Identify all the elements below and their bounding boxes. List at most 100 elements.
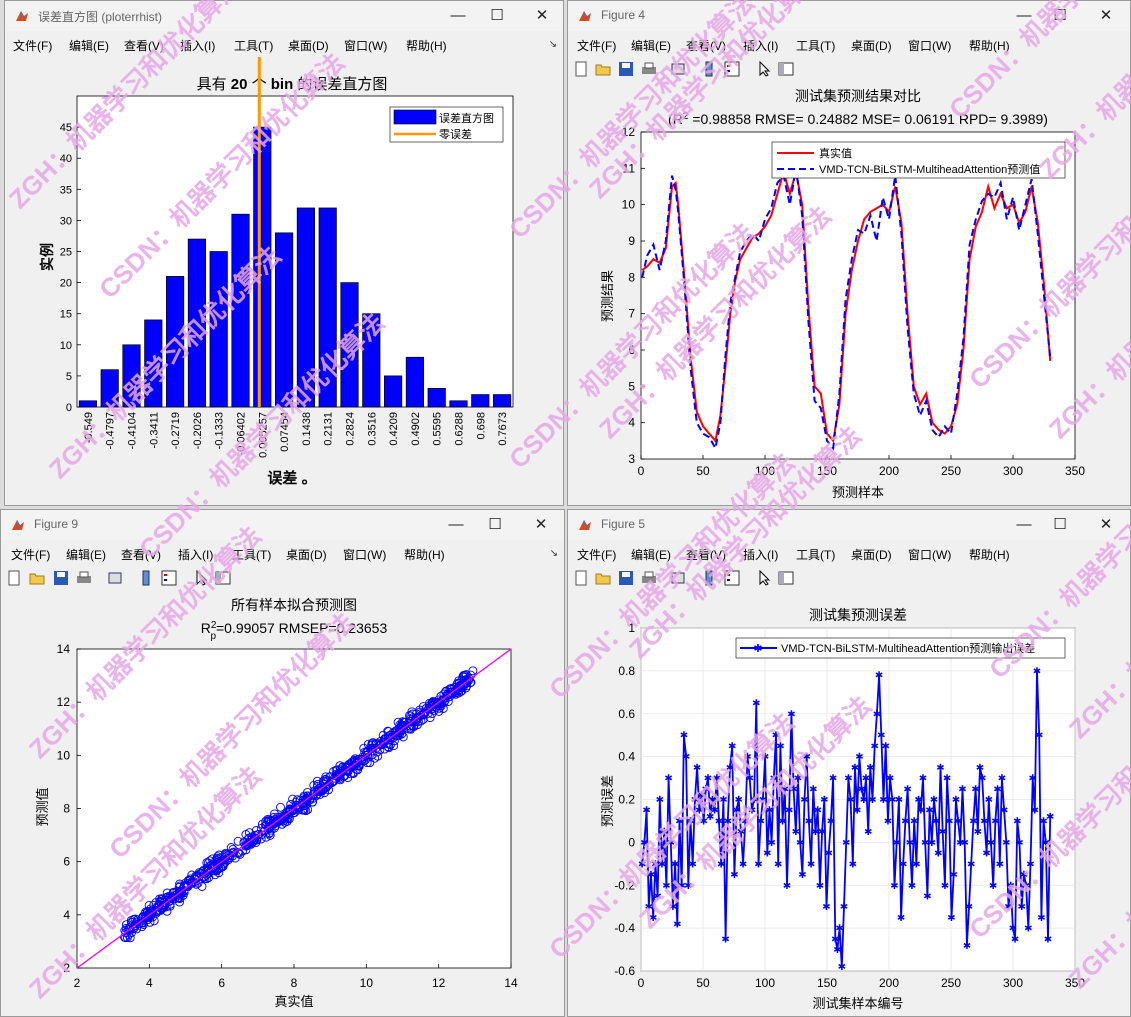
error-marker: ✱: [917, 806, 925, 817]
legend-icon[interactable]: [161, 570, 177, 586]
histogram-bar: [122, 344, 141, 408]
minimize-icon[interactable]: —: [450, 7, 466, 24]
close-icon[interactable]: ✕: [534, 516, 548, 533]
menu-view[interactable]: 查看(V): [686, 548, 726, 562]
open-file-icon[interactable]: [595, 61, 611, 77]
open-file-icon[interactable]: [29, 570, 45, 586]
error-marker: ✱: [903, 784, 911, 795]
property-editor-icon[interactable]: [778, 61, 794, 77]
menu-file[interactable]: 文件(F): [13, 39, 53, 53]
menu-edit[interactable]: 编辑(E): [631, 548, 671, 562]
legend-label-real: 真实值: [819, 146, 852, 160]
menu-tools[interactable]: 工具(T): [796, 548, 836, 562]
new-figure-icon[interactable]: [573, 61, 589, 77]
minimize-icon[interactable]: —: [448, 516, 464, 533]
legend-box: [771, 141, 1066, 179]
maximize-icon[interactable]: ☐: [488, 516, 502, 533]
pointer-icon[interactable]: [756, 570, 772, 586]
menu-help[interactable]: 帮助(H): [969, 39, 1010, 53]
scatter-point: [276, 802, 285, 812]
error-marker: ✱: [1042, 838, 1050, 849]
menu-desktop[interactable]: 桌面(D): [851, 548, 892, 562]
colorbar-icon[interactable]: [701, 61, 717, 77]
x-tick-label: 6: [218, 976, 225, 990]
link-plot-icon[interactable]: [107, 570, 123, 586]
menu-insert[interactable]: 插入(I): [743, 39, 779, 53]
error-marker: ✱: [1015, 838, 1023, 849]
scatter-point: [241, 830, 251, 839]
titlebar: Figure 4 — ☐ ✕: [568, 1, 1130, 31]
error-marker: ✱: [719, 795, 727, 806]
menu-window[interactable]: 窗口(W): [908, 39, 952, 53]
y-tick-label: 4: [63, 908, 70, 922]
menu-edit[interactable]: 编辑(E): [66, 548, 106, 562]
dock-arrow-icon[interactable]: ↘: [549, 548, 558, 559]
menu-tools[interactable]: 工具(T): [232, 548, 272, 562]
error-marker: ✱: [908, 881, 916, 892]
menu-view[interactable]: 查看(V): [121, 548, 161, 562]
menu-tools[interactable]: 工具(T): [796, 39, 836, 53]
histogram-bar: [471, 394, 490, 408]
menu-help[interactable]: 帮助(H): [969, 548, 1010, 562]
menu-insert[interactable]: 插入(I): [743, 548, 779, 562]
menu-window[interactable]: 窗口(W): [908, 548, 952, 562]
property-editor-icon[interactable]: [778, 570, 794, 586]
menu-tools[interactable]: 工具(T): [234, 39, 274, 53]
maximize-icon[interactable]: ☐: [1053, 516, 1067, 533]
colorbar-icon[interactable]: [701, 570, 717, 586]
y-tick-label: -0.2: [614, 878, 635, 892]
new-figure-icon[interactable]: [6, 570, 22, 586]
menu-insert[interactable]: 插入(I): [180, 39, 216, 53]
menu-file[interactable]: 文件(F): [577, 39, 617, 53]
print-icon[interactable]: [76, 570, 92, 586]
minimize-icon[interactable]: —: [1016, 516, 1032, 533]
scatter-point: [309, 789, 319, 799]
menu-view[interactable]: 查看(V): [686, 39, 726, 53]
error-marker: ✱: [879, 795, 887, 806]
save-icon[interactable]: [618, 570, 634, 586]
legend-icon[interactable]: [724, 61, 740, 77]
x-tick-label: -0.1333: [214, 412, 226, 449]
menu-edit[interactable]: 编辑(E): [631, 39, 671, 53]
dock-arrow-icon[interactable]: ↘: [548, 39, 557, 50]
error-marker: ✱: [875, 671, 883, 682]
maximize-icon[interactable]: ☐: [490, 7, 504, 24]
menu-file[interactable]: 文件(F): [577, 548, 617, 562]
pointer-icon[interactable]: [193, 570, 209, 586]
link-plot-icon[interactable]: [670, 61, 686, 77]
menu-window[interactable]: 窗口(W): [344, 39, 388, 53]
colorbar-icon[interactable]: [138, 570, 154, 586]
menu-edit[interactable]: 编辑(E): [69, 39, 109, 53]
legend-label-zero: 零误差: [439, 127, 472, 141]
menu-desktop[interactable]: 桌面(D): [286, 548, 327, 562]
y-tick-label: 5: [628, 379, 635, 393]
menu-help[interactable]: 帮助(H): [406, 39, 447, 53]
menu-file[interactable]: 文件(F): [11, 548, 51, 562]
menu-help[interactable]: 帮助(H): [404, 548, 445, 562]
minimize-icon[interactable]: —: [1016, 7, 1032, 24]
print-icon[interactable]: [641, 570, 657, 586]
x-tick-label: -0.06402: [236, 412, 248, 455]
save-icon[interactable]: [53, 570, 69, 586]
close-icon[interactable]: ✕: [1099, 516, 1113, 533]
menu-view[interactable]: 查看(V): [124, 39, 164, 53]
save-icon[interactable]: [618, 61, 634, 77]
property-editor-icon[interactable]: [215, 570, 231, 586]
print-icon[interactable]: [641, 61, 657, 77]
close-icon[interactable]: ✕: [1099, 7, 1113, 24]
pointer-icon[interactable]: [756, 61, 772, 77]
error-marker: ✱: [947, 913, 955, 924]
histogram-bar: [405, 356, 424, 408]
legend-icon[interactable]: [724, 570, 740, 586]
scatter-point: [406, 711, 416, 721]
new-figure-icon[interactable]: [573, 570, 589, 586]
menu-desktop[interactable]: 桌面(D): [288, 39, 329, 53]
menu-window[interactable]: 窗口(W): [343, 548, 387, 562]
menu-insert[interactable]: 插入(I): [178, 548, 214, 562]
link-plot-icon[interactable]: [670, 570, 686, 586]
toolbar: [568, 566, 1130, 593]
close-icon[interactable]: ✕: [535, 7, 549, 24]
maximize-icon[interactable]: ☐: [1053, 7, 1067, 24]
open-file-icon[interactable]: [595, 570, 611, 586]
menu-desktop[interactable]: 桌面(D): [851, 39, 892, 53]
